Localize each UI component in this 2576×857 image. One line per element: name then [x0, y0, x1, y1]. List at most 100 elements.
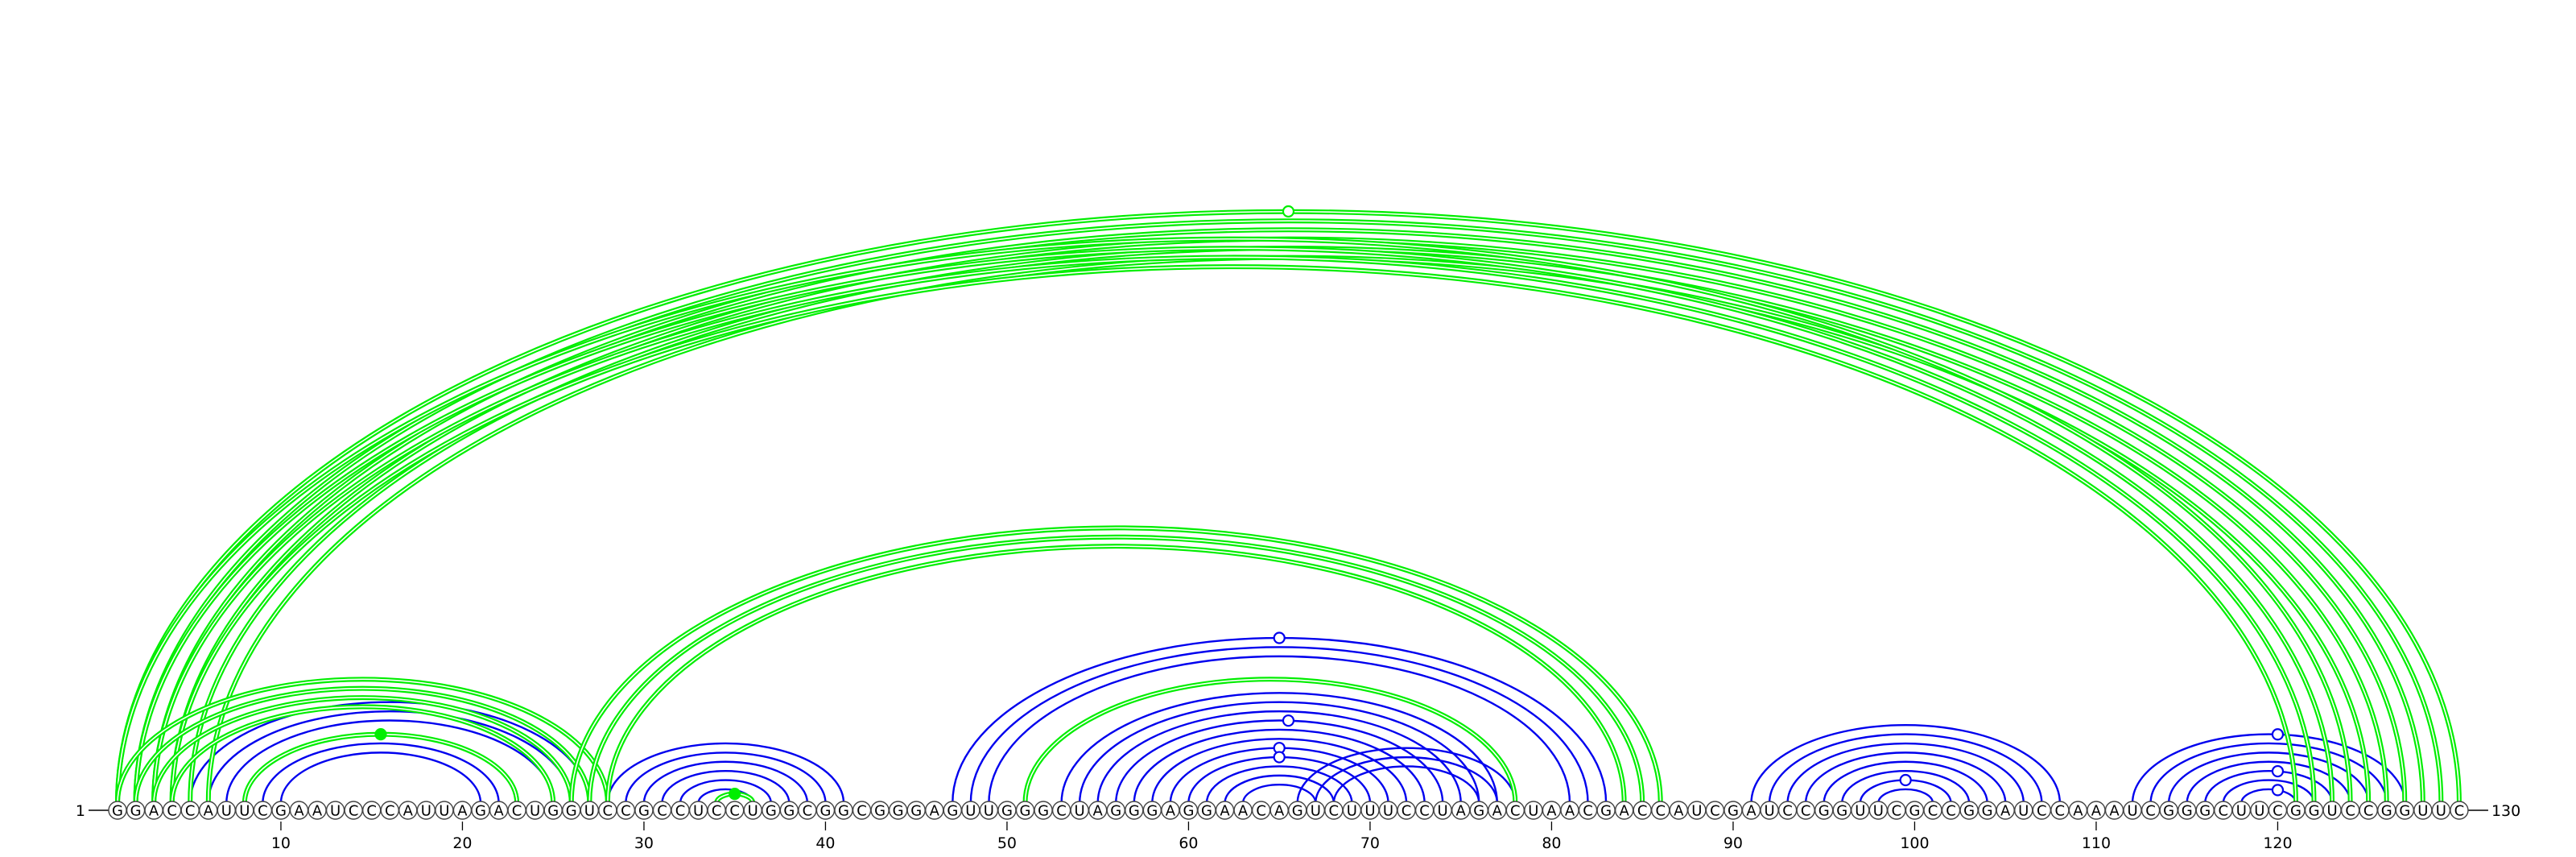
arc-b-core — [570, 527, 1662, 804]
nucleotide-C: C — [603, 803, 613, 820]
nucleotide-G: G — [783, 803, 795, 820]
nucleotide-U: U — [1311, 803, 1321, 820]
tick-label: 100 — [1900, 834, 1929, 852]
nucleotide-U: U — [2417, 803, 2428, 820]
arc-a — [679, 779, 772, 804]
arc-a — [1151, 738, 1408, 804]
nucleotide-G: G — [112, 803, 123, 820]
nucleotide-U: U — [1438, 803, 1448, 820]
tick-label: 80 — [1542, 834, 1561, 852]
nucleotide-G: G — [2309, 803, 2320, 820]
arc-a — [1768, 733, 2043, 804]
nucleotide-C: C — [1510, 803, 1521, 820]
nucleotide-C: C — [803, 803, 813, 820]
arc-a — [1750, 724, 2062, 804]
nucleotide-G: G — [130, 803, 142, 820]
nucleotide-C: C — [366, 803, 377, 820]
arc-a — [2186, 760, 2351, 804]
arc-a — [1205, 765, 1353, 804]
nucleotide-A: A — [1238, 803, 1249, 820]
nucleotide-A: A — [2000, 803, 2011, 820]
nucleotide-C: C — [1892, 803, 1902, 820]
arc-marker — [1282, 714, 1295, 727]
nucleotide-G: G — [1963, 803, 1975, 820]
nucleotide-G: G — [1129, 803, 1140, 820]
nucleotide-G: G — [2290, 803, 2301, 820]
nucleotide-C: C — [167, 803, 177, 820]
nucleotide-C: C — [2037, 803, 2047, 820]
nucleotide-G: G — [475, 803, 486, 820]
arc-b-core — [134, 687, 591, 804]
nucleotide-G: G — [874, 803, 886, 820]
nucleotide-G: G — [1292, 803, 1303, 820]
nucleotide-C: C — [621, 803, 631, 820]
nucleotide-U: U — [530, 803, 540, 820]
nucleotide-G: G — [1982, 803, 1993, 820]
nucleotide-C: C — [349, 803, 359, 820]
nucleotide-A: A — [294, 803, 304, 820]
nucleotide-C: C — [712, 803, 722, 820]
nucleotide-G: G — [838, 803, 849, 820]
nucleotide-A: A — [1093, 803, 1104, 820]
nucleotide-U: U — [693, 803, 704, 820]
nucleotide-A: A — [2091, 803, 2102, 820]
nucleotide-G: G — [1038, 803, 1049, 820]
arc-a — [279, 751, 482, 804]
nucleotide-C: C — [258, 803, 268, 820]
nucleotide-C: C — [1329, 803, 1340, 820]
nucleotide-C: C — [1583, 803, 1593, 820]
arc-layer — [115, 209, 2462, 804]
nucleotide-U: U — [1364, 803, 1375, 820]
tick-label: 30 — [634, 834, 654, 852]
arc-b-core — [153, 256, 2315, 804]
nucleotide-G: G — [638, 803, 650, 820]
arc-marker — [2271, 728, 2285, 741]
arc-a — [2167, 751, 2370, 804]
nucleotide-A: A — [1746, 803, 1757, 820]
nucleotide-U: U — [748, 803, 758, 820]
nucleotide-U: U — [1873, 803, 1884, 820]
arc-b-core — [117, 238, 2351, 804]
arc-a — [2149, 742, 2388, 804]
nucleotide-G: G — [1909, 803, 1920, 820]
nucleotide-G: G — [566, 803, 577, 820]
nucleotide-U: U — [984, 803, 994, 820]
nucleotide-C: C — [1710, 803, 1720, 820]
marker-layer — [374, 205, 2285, 801]
arc-a — [1224, 774, 1335, 804]
nucleotide-U: U — [439, 803, 449, 820]
arc-a — [1804, 751, 2007, 804]
nucleotide-C: C — [2454, 803, 2465, 820]
arc-a — [1187, 756, 1372, 804]
nucleotide-C: C — [857, 803, 867, 820]
nucleotide-C: C — [1637, 803, 1648, 820]
tick-label: 20 — [452, 834, 472, 852]
nucleotide-U: U — [1347, 803, 1357, 820]
nucleotide-C: C — [1419, 803, 1430, 820]
arc-a — [1877, 788, 1934, 804]
nucleotide-U: U — [221, 803, 232, 820]
nucleotide-U: U — [965, 803, 976, 820]
tick-label: 120 — [2263, 834, 2292, 852]
nucleotide-A: A — [1166, 803, 1176, 820]
arc-a — [2131, 733, 2406, 804]
nucleotide-G: G — [1146, 803, 1158, 820]
nucleotide-A: A — [1456, 803, 1467, 820]
nucleotide-G: G — [1201, 803, 1212, 820]
arc-b-core — [588, 536, 1643, 804]
arc-b-core — [1024, 678, 1517, 804]
nucleotide-G: G — [766, 803, 777, 820]
nucleotide-G: G — [1728, 803, 1739, 820]
nucleotide-G: G — [893, 803, 904, 820]
arc-marker — [2271, 764, 2285, 778]
arc-a — [1332, 765, 1480, 804]
arc-a — [606, 742, 845, 804]
nucleotide-U: U — [1764, 803, 1774, 820]
tick-label: 90 — [1724, 834, 1743, 852]
nucleotide-U: U — [2254, 803, 2264, 820]
start-label: 1 — [76, 802, 85, 820]
nucleotide-G: G — [547, 803, 559, 820]
nucleotide-A: A — [2073, 803, 2083, 820]
nucleotide-C: C — [1946, 803, 1956, 820]
nucleotide-A: A — [403, 803, 414, 820]
